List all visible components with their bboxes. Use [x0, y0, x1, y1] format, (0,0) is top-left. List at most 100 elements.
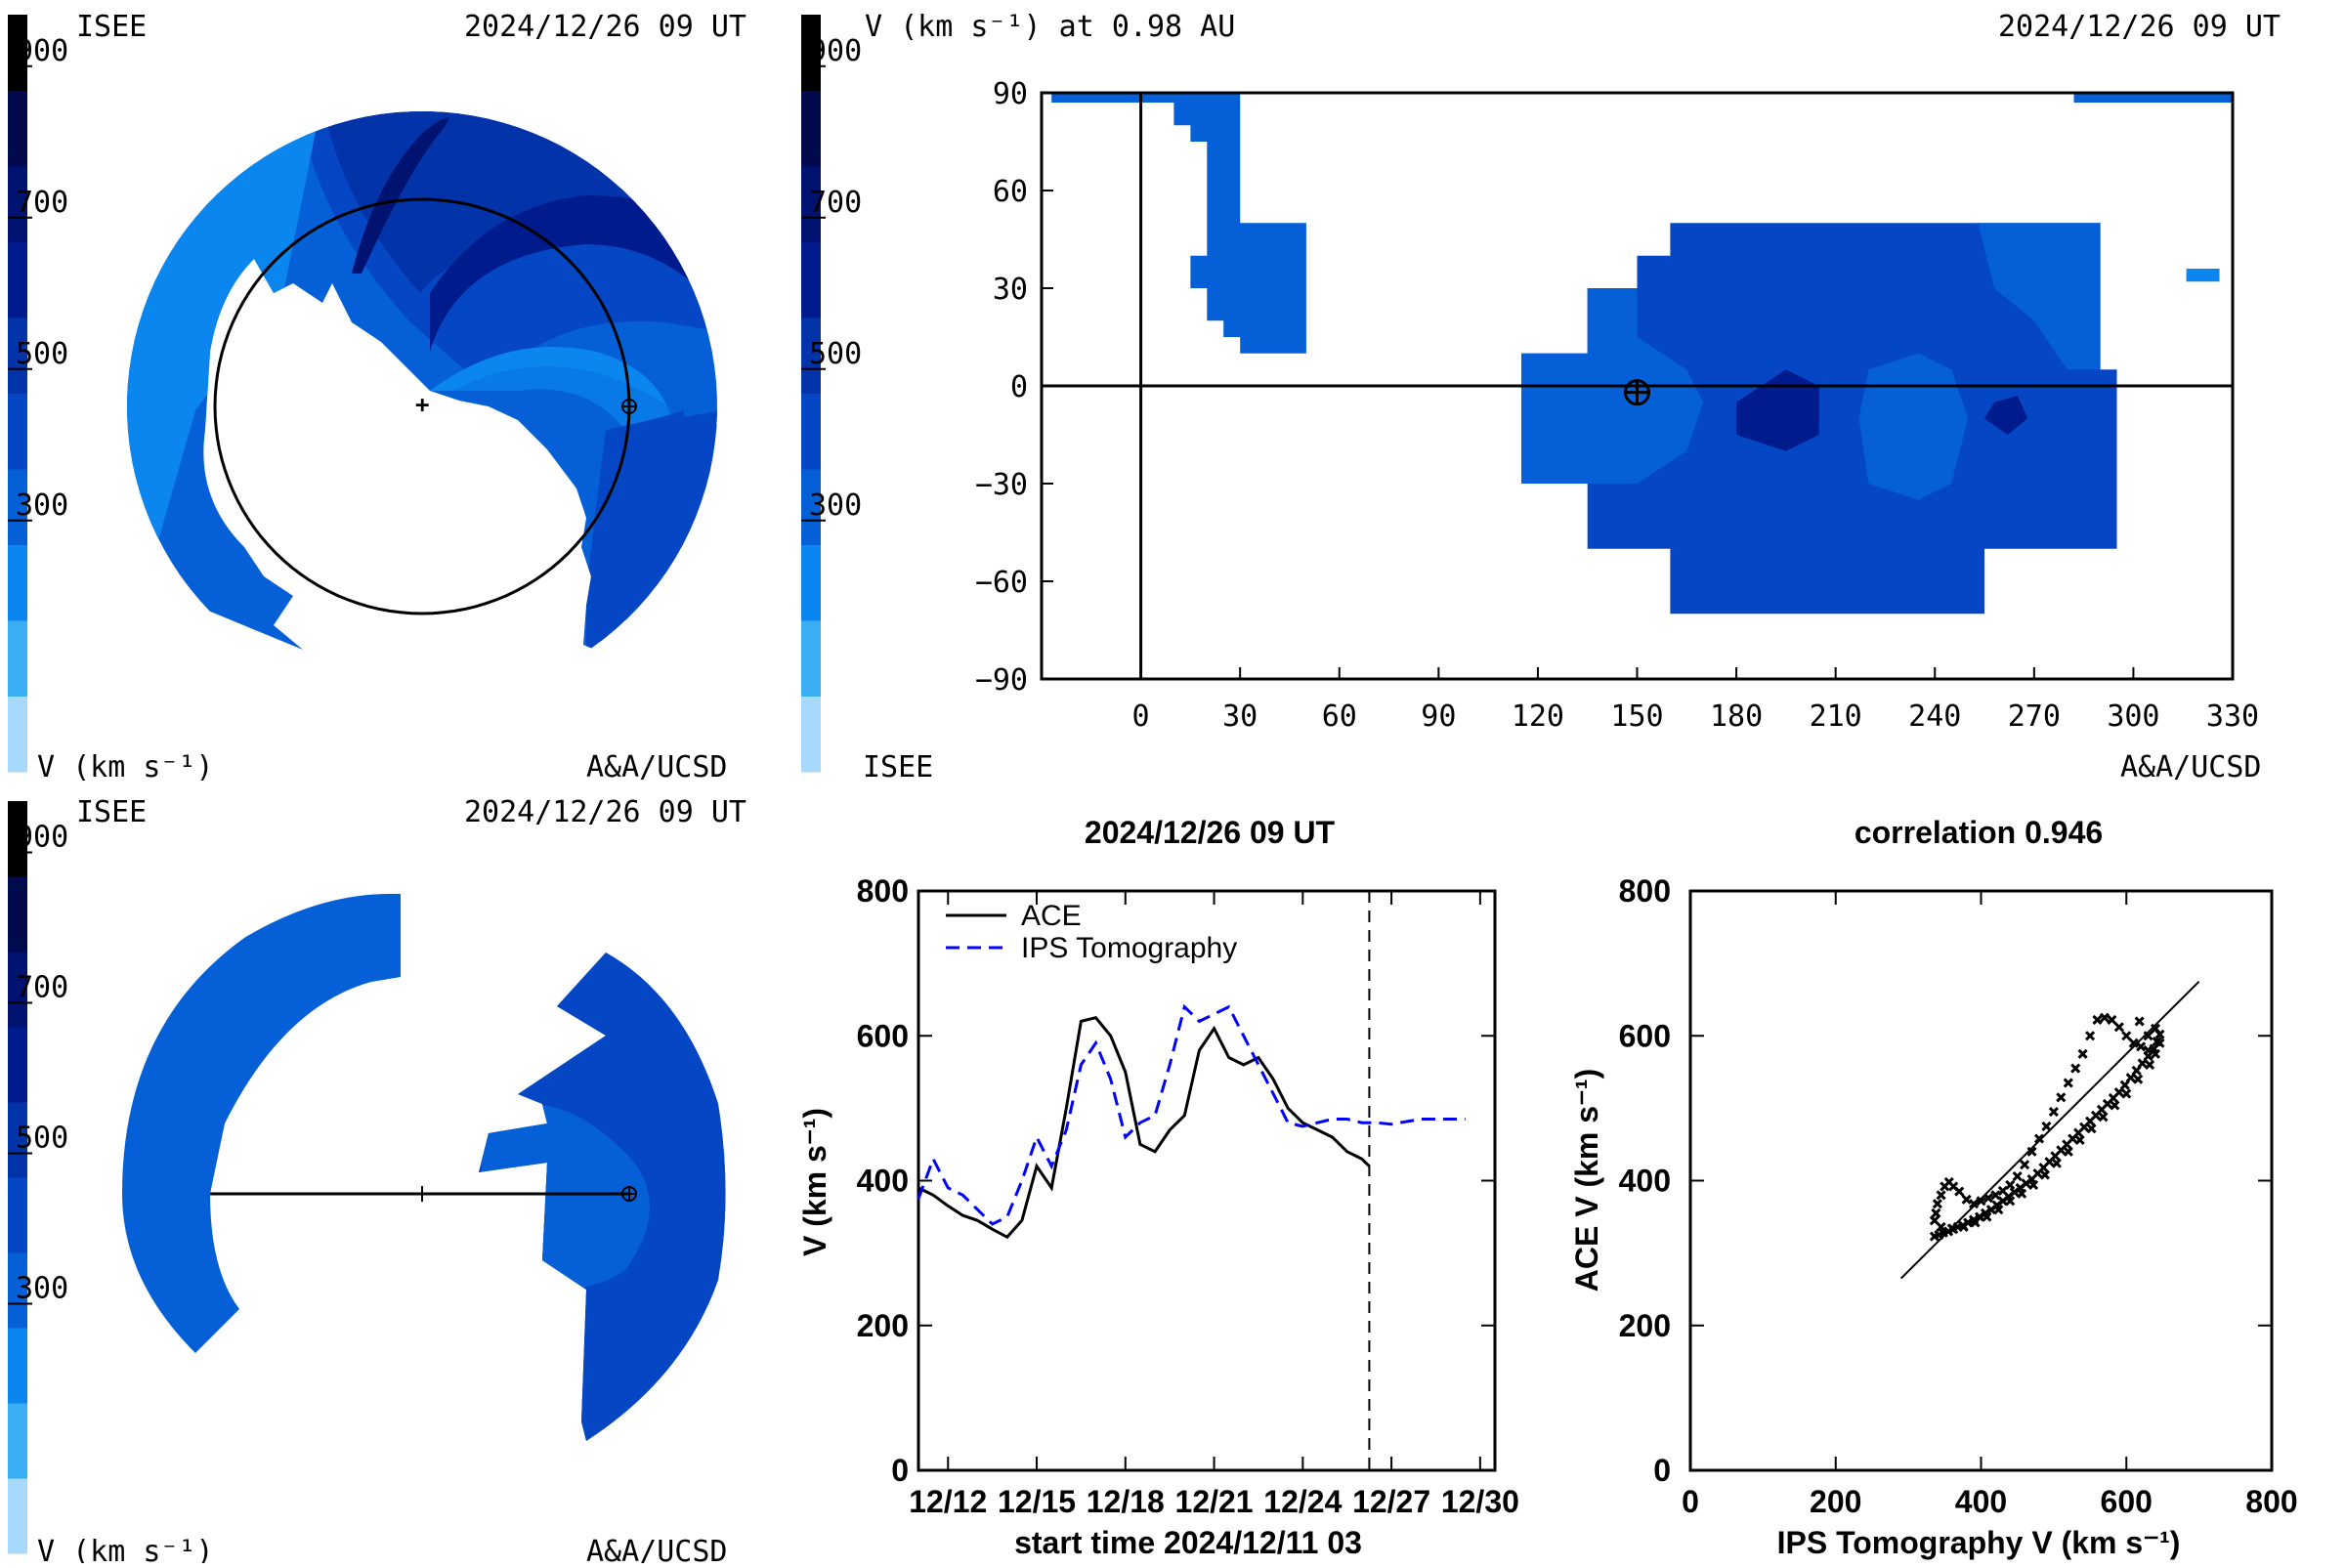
timeseries-xtick-label: 12/24: [1263, 1484, 1342, 1519]
scatter-point: [2107, 1014, 2117, 1026]
speed-band-slow-inner: [430, 347, 674, 430]
earth-marker-top-left: [621, 399, 637, 414]
scatter-point: [2051, 1158, 2062, 1168]
colorbar-segment: [8, 801, 27, 877]
latlon-ytick-label: 60: [993, 175, 1028, 209]
colorbar-tick-label: 700: [16, 971, 68, 1005]
bottom-left-units-label: V (km s⁻¹): [37, 1535, 214, 1563]
colorbar-segment: [8, 1177, 27, 1253]
meridional-speed-contours: [122, 893, 726, 1441]
legend-tomo-label: IPS Tomography: [1021, 932, 1237, 964]
scatter-point: [2143, 1045, 2153, 1056]
scatter-xtick-label: 0: [1682, 1484, 1699, 1519]
scatter-point: [2005, 1179, 2016, 1191]
scatter-point: [1993, 1205, 2004, 1215]
scatter-point: [2077, 1048, 2088, 1059]
scatter-point: [2063, 1078, 2073, 1088]
scatter-point: [2113, 1022, 2124, 1033]
scatter-point: [1982, 1211, 1992, 1222]
colorbar-tick-label: 700: [809, 186, 862, 220]
colorbar-segment: [8, 318, 27, 394]
polar-strip-north-east: [2073, 93, 2233, 103]
scatter-point: [2125, 1073, 2136, 1083]
timeseries-ytick-label: 0: [891, 1453, 909, 1488]
speed-band-very-high: [430, 195, 717, 352]
scatter-point: [2121, 1088, 2132, 1099]
timeseries-xtick-label: 12/18: [1087, 1484, 1165, 1519]
scatter-point: [2048, 1107, 2059, 1118]
latlon-ytick-label: 90: [993, 77, 1028, 111]
latlon-title: V (km s⁻¹) at 0.98 AU: [865, 10, 1235, 44]
top-left-credit: A&A/UCSD: [586, 750, 728, 784]
timeseries-xtick-label: 12/21: [1175, 1484, 1254, 1519]
scatter-xtick-label: 800: [2245, 1484, 2297, 1519]
top-left-datetime: 2024/12/26 09 UT: [464, 10, 746, 44]
colorbar-tick-label: 900: [16, 821, 68, 855]
colorbar-segment: [8, 1403, 27, 1479]
scatter-point: [1929, 1215, 1940, 1226]
timeseries-xtick-label: 12/12: [909, 1484, 987, 1519]
scatter-point: [2150, 1023, 2161, 1034]
colorbar-segment: [801, 393, 821, 470]
scatter-point: [2012, 1170, 2023, 1182]
scatter-chart: correlation 0.946 IPS Tomography V (km s…: [1569, 815, 2298, 1560]
scatter-xtick-label: 200: [1810, 1484, 1861, 1519]
timeseries-ytick-label: 600: [857, 1018, 909, 1053]
speed-streak: [352, 117, 449, 274]
latlon-xtick-label: 120: [1512, 699, 1564, 734]
colorbar-segment: [8, 166, 27, 242]
timeseries-xtick-label: 12/15: [998, 1484, 1076, 1519]
scatter-point: [2084, 1031, 2096, 1041]
scatter-point: [2137, 1058, 2148, 1069]
latlon-ytick-label: 30: [993, 273, 1028, 307]
colorbar-segment: [801, 90, 821, 167]
scatter-point: [2017, 1188, 2027, 1199]
tomography-series-line: [917, 1003, 1466, 1226]
scatter-frame: [1688, 889, 2274, 1472]
bottom-left-org-label: ISEE: [76, 795, 147, 829]
scatter-ylabel: ACE V (km s⁻¹): [1569, 1069, 1604, 1292]
colorbar-segment: [8, 1102, 27, 1178]
scatter-xtick-label: 600: [2101, 1484, 2153, 1519]
high-latitude-block: [1173, 103, 1306, 354]
latlon-xtick-label: 270: [2008, 699, 2061, 734]
slow-region-lobe: [1858, 353, 1969, 500]
scatter-point: [2092, 1014, 2103, 1026]
latlon-axes: 0 30 60 90 120 150 180 210 240 270 300 3309060300−3…: [975, 77, 2259, 734]
colorbar-segment: [8, 15, 27, 91]
bottom-left-credit: A&A/UCSD: [586, 1535, 728, 1563]
colorbar-tick-label: 900: [809, 34, 862, 68]
scatter-point: [1997, 1185, 2008, 1196]
fast-core-b: [1984, 396, 2028, 435]
scatter-point: [1990, 1190, 2001, 1201]
colorbar-tick-label: 300: [809, 488, 862, 523]
latitude-longitude-map: V (km s⁻¹) at 0.98 AU 2024/12/26 09 UT I…: [863, 10, 2281, 784]
colorbar-tick-label: 900: [16, 34, 68, 68]
colorbar-tick-label: 300: [16, 488, 68, 523]
latlon-ytick-label: −90: [975, 663, 1028, 698]
latlon-credit: A&A/UCSD: [2120, 750, 2262, 784]
scatter-point: [2136, 1041, 2147, 1052]
timeseries-ytick-label: 400: [857, 1164, 909, 1199]
latlon-xtick-label: 210: [1810, 699, 1862, 734]
colorbar-segment: [8, 469, 27, 545]
slow-region-north-east: [1978, 223, 2101, 370]
scatter-plot-area: 0 200 400 600 800 0 200 400 600 800: [1619, 873, 2298, 1519]
scatter-point: [1940, 1181, 1950, 1192]
scatter-point: [1983, 1193, 1994, 1204]
scatter-point: [2134, 1016, 2145, 1027]
scatter-point: [2041, 1121, 2052, 1131]
scatter-point: [1976, 1196, 1986, 1207]
colorbar-tick-label: 500: [16, 1122, 68, 1156]
latlon-xtick-label: 90: [1421, 699, 1456, 734]
colorbar-tick-label: 700: [16, 186, 68, 220]
scatter-point: [1936, 1221, 1946, 1233]
top-left-units-label: V (km s⁻¹): [37, 750, 214, 784]
latlon-ytick-label: −60: [975, 566, 1028, 600]
latlon-xtick-label: 240: [1908, 699, 1961, 734]
scatter-ytick-label: 400: [1619, 1164, 1671, 1199]
colorbar-segment: [801, 318, 821, 394]
latlon-ytick-label: −30: [975, 468, 1028, 502]
